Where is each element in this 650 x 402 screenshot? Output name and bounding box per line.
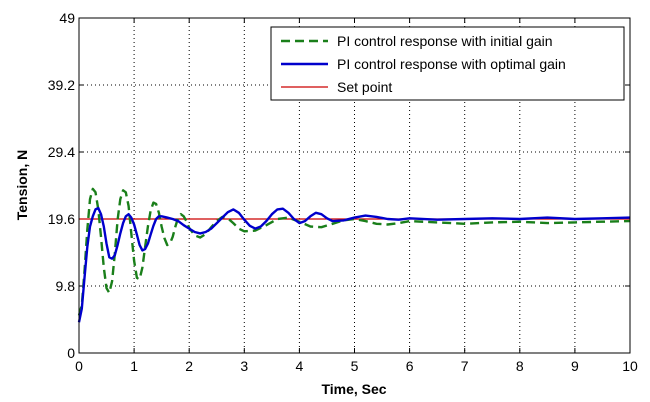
legend-label-0: PI control response with initial gain — [337, 33, 553, 49]
x-tick-label: 9 — [571, 358, 579, 374]
legend-label-1: PI control response with optimal gain — [337, 56, 566, 72]
x-tick-label: 4 — [296, 358, 304, 374]
legend-box — [270, 26, 625, 101]
y-tick-label: 0 — [67, 345, 75, 361]
x-tick-label: 6 — [406, 358, 414, 374]
x-tick-label: 3 — [240, 358, 248, 374]
legend: PI control response with initial gain PI … — [270, 26, 625, 101]
legend-label-2: Set point — [337, 79, 392, 95]
y-tick-label: 39.2 — [48, 77, 75, 93]
series-layer — [77, 187, 631, 323]
x-tick-label: 5 — [351, 358, 359, 374]
y-tick-label: 9.8 — [56, 278, 76, 294]
x-tick-label: 1 — [130, 358, 138, 374]
series-line-0 — [77, 187, 631, 316]
x-tick-label: 8 — [516, 358, 524, 374]
y-tick-label: 29.4 — [48, 144, 75, 160]
plot-frame — [78, 17, 631, 354]
y-tick-label: 19.6 — [48, 211, 75, 227]
series-line-1 — [77, 206, 631, 323]
x-tick-label: 0 — [75, 358, 83, 374]
tick-labels: 0 1 2 3 4 5 6 7 8 9 10 0 9.8 19.6 29.4 39.2 49 — [48, 10, 638, 374]
x-tick-label: 2 — [185, 358, 193, 374]
y-axis-label: Tension, N — [14, 150, 30, 221]
x-axis-label: Time, Sec — [321, 381, 386, 397]
x-tick-label: 10 — [622, 358, 638, 374]
x-tick-label: 7 — [461, 358, 469, 374]
y-tick-label: 49 — [59, 10, 75, 26]
